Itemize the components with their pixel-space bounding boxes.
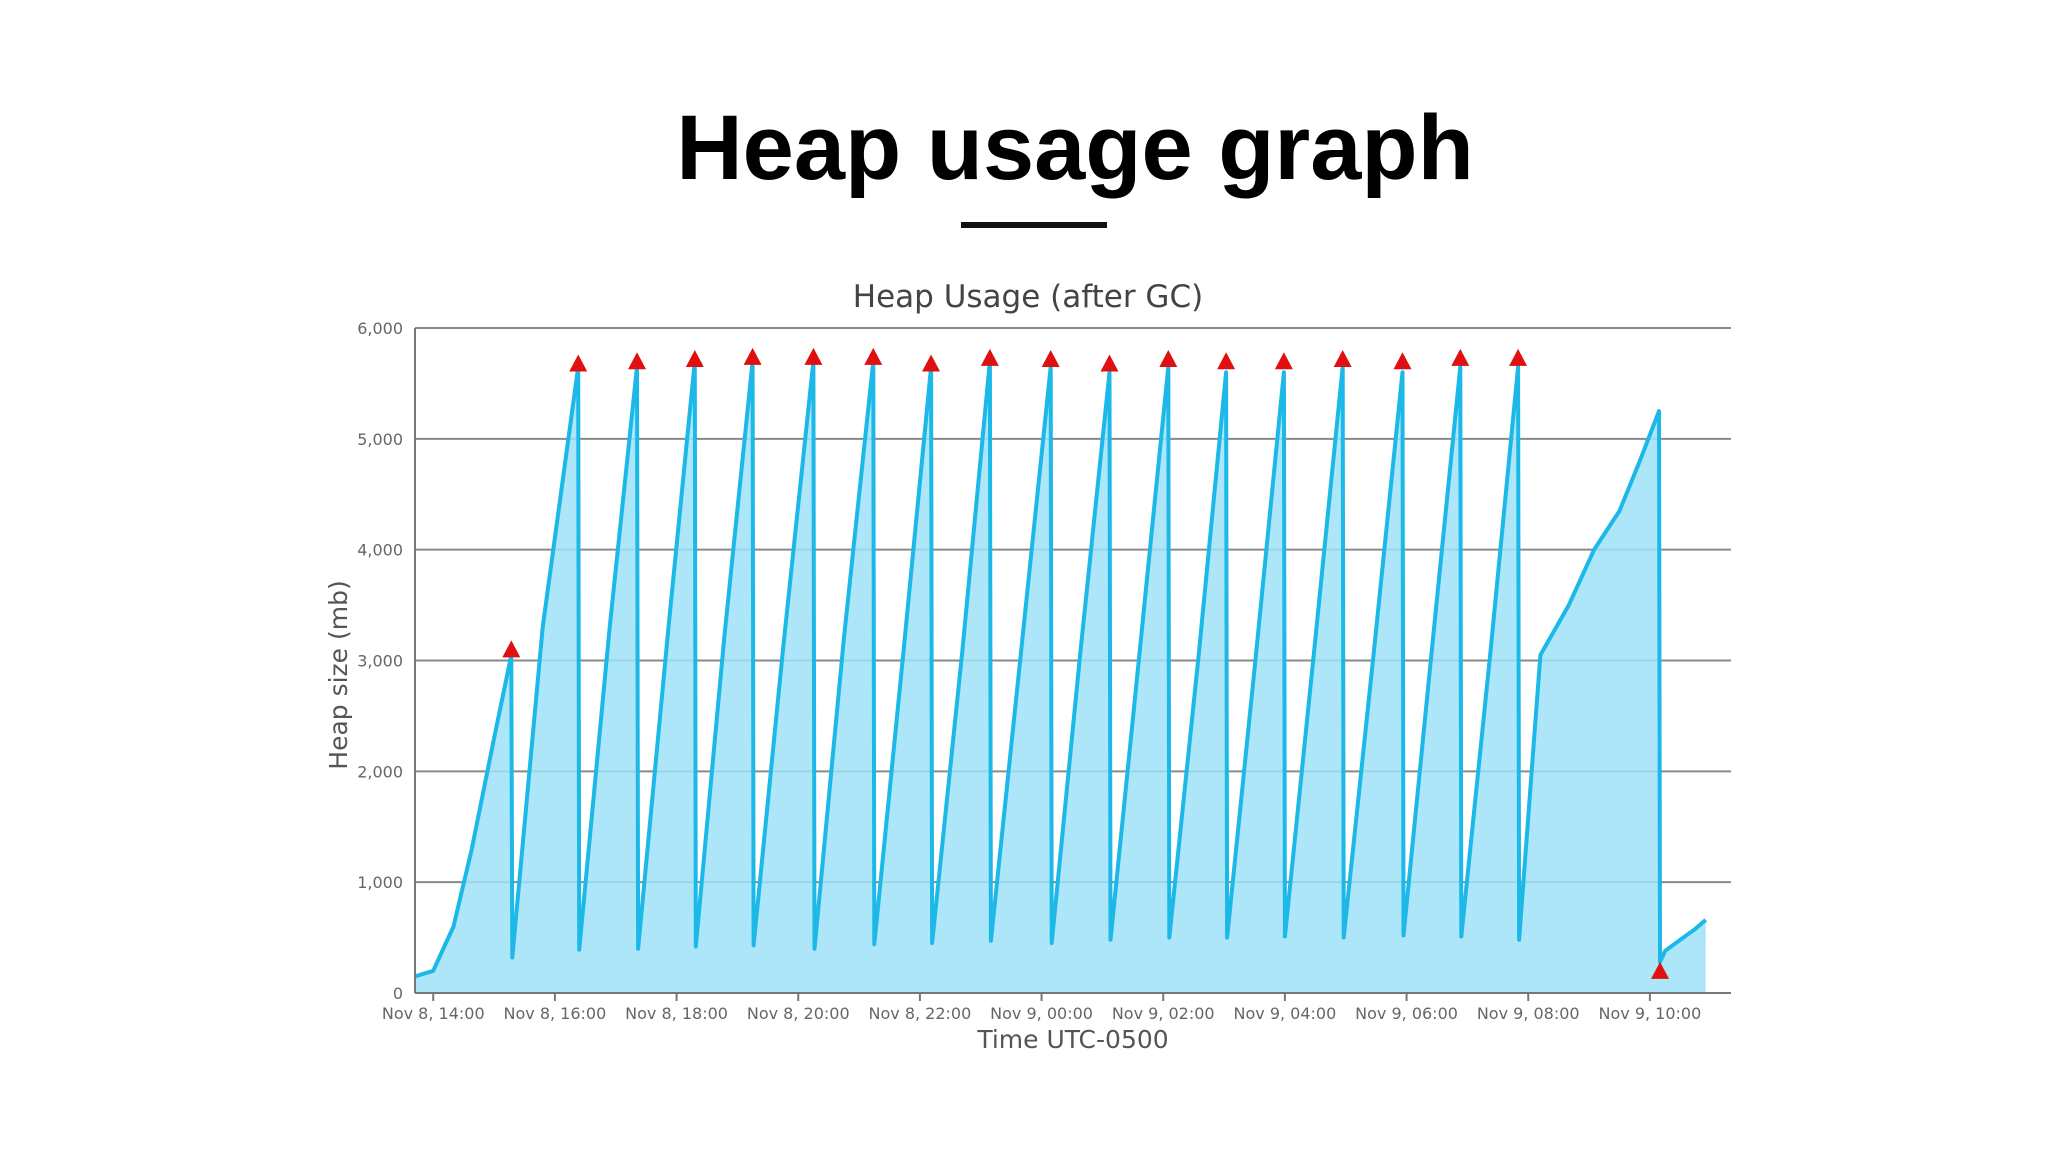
y-tick-label-2000: 2,000 [357, 762, 403, 781]
gc-marker-10 [1100, 354, 1119, 372]
y-tick-label-3000: 3,000 [357, 652, 403, 671]
y-tick-labels: 0 1,000 2,000 3,000 4,000 5,000 6,000 [357, 319, 403, 1003]
gc-marker-15 [1393, 352, 1412, 370]
gc-marker-17 [1509, 348, 1528, 366]
x-tick-label-10: Nov 9, 10:00 [1599, 1004, 1702, 1023]
x-tick-label-2: Nov 8, 18:00 [625, 1004, 728, 1023]
x-tick-labels: Nov 8, 14:00 Nov 8, 16:00 Nov 8, 18:00 Nov … [382, 1004, 1701, 1023]
x-axis-label: Time UTC-0500 [976, 1025, 1168, 1054]
x-tick-label-3: Nov 8, 20:00 [747, 1004, 850, 1023]
x-tick-label-4: Nov 8, 22:00 [869, 1004, 972, 1023]
heap-area [414, 359, 1708, 993]
x-tick-label-6: Nov 9, 02:00 [1112, 1004, 1215, 1023]
x-tick-label-5: Nov 9, 00:00 [990, 1004, 1093, 1023]
gc-marker-16 [1451, 348, 1470, 366]
gc-marker-6 [864, 347, 883, 365]
gc-marker-3 [685, 350, 704, 368]
gc-marker-0 [502, 640, 521, 658]
x-tick-label-1: Nov 8, 16:00 [504, 1004, 607, 1023]
gc-markers [502, 347, 1670, 979]
gc-marker-11 [1159, 350, 1178, 368]
title-underline [961, 222, 1107, 228]
heap-usage-chart: Heap Usage (after GC) Heap size (mb) Tim… [316, 262, 1752, 1082]
gc-marker-9 [1041, 350, 1060, 368]
gc-marker-8 [980, 348, 999, 366]
y-tick-label-0: 0 [393, 984, 403, 1003]
x-tick-label-7: Nov 9, 04:00 [1234, 1004, 1337, 1023]
x-tick-label-0: Nov 8, 14:00 [382, 1004, 485, 1023]
gc-marker-1 [569, 354, 588, 372]
gc-marker-2 [628, 352, 647, 370]
y-tick-label-4000: 4,000 [357, 541, 403, 560]
gc-marker-12 [1217, 352, 1236, 370]
y-axis-label: Heap size (mb) [324, 580, 353, 769]
gc-marker-14 [1333, 350, 1352, 368]
y-tick-label-5000: 5,000 [357, 430, 403, 449]
gc-marker-18 [1651, 961, 1670, 979]
gc-marker-4 [743, 347, 762, 365]
axes [414, 328, 1731, 1001]
gc-marker-13 [1274, 352, 1293, 370]
chart-canvas: Heap Usage (after GC) Heap size (mb) Tim… [324, 279, 1731, 1054]
x-tick-label-8: Nov 9, 06:00 [1355, 1004, 1458, 1023]
gc-marker-5 [804, 347, 823, 365]
y-tick-label-6000: 6,000 [357, 319, 403, 338]
slide-title: Heap usage graph [676, 97, 1474, 199]
y-tick-label-1000: 1,000 [357, 873, 403, 892]
gc-marker-7 [922, 354, 941, 372]
heap-line [414, 359, 1708, 979]
heap-area-fill [415, 361, 1706, 993]
chart-title: Heap Usage (after GC) [853, 279, 1203, 315]
x-tick-label-9: Nov 9, 08:00 [1477, 1004, 1580, 1023]
